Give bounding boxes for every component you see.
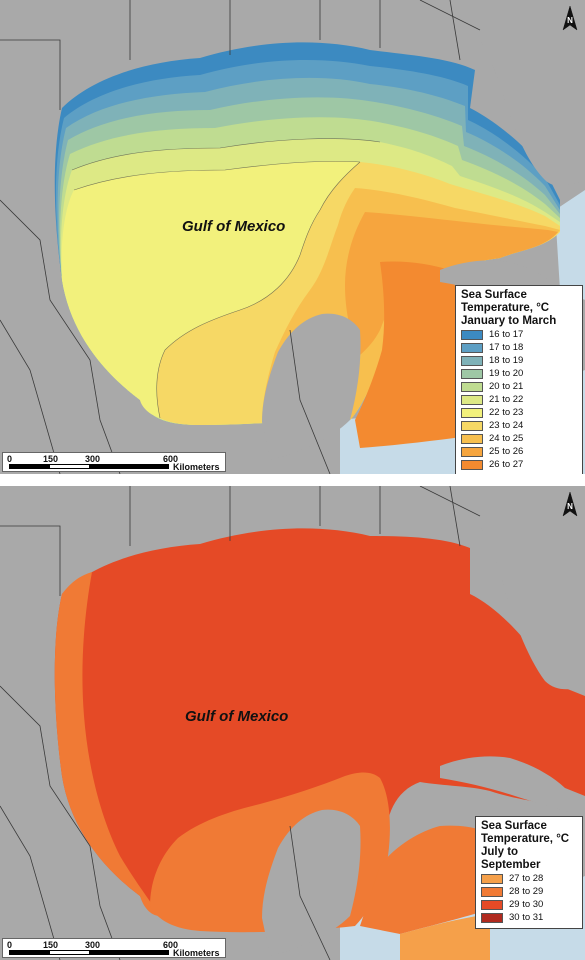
- isotherm-lines: [71, 138, 381, 419]
- legend-entry: 20 to 21: [461, 380, 577, 393]
- panel-divider: [0, 474, 585, 486]
- legend-items: 27 to 28 28 to 29 29 to 30 30 to 31: [481, 872, 577, 924]
- legend-swatch: [461, 420, 483, 431]
- sst-band-28-29: [360, 825, 500, 934]
- sst-band-25-26: [345, 212, 558, 355]
- legend-entry: 25 to 26: [461, 445, 577, 458]
- summer-sst-map: [0, 486, 585, 960]
- legend-label: 20 to 21: [489, 381, 524, 392]
- sst-band-22-23: [61, 161, 360, 419]
- sst-band-26-27: [355, 261, 478, 448]
- legend-label: 16 to 17: [489, 329, 524, 340]
- svg-text:N: N: [567, 502, 573, 511]
- legend-entry: 30 to 31: [481, 911, 577, 924]
- legend-label: 18 to 19: [489, 355, 524, 366]
- scale-bar-winter: 0 150 300 600 Kilometers: [2, 452, 226, 472]
- legend-label: 22 to 23: [489, 407, 524, 418]
- gulf-label-winter: Gulf of Mexico: [182, 218, 286, 235]
- sst-band-28-29: [54, 572, 160, 916]
- legend-label: 28 to 29: [509, 886, 544, 897]
- scale-unit: Kilometers: [173, 462, 220, 472]
- legend-swatch: [461, 381, 483, 392]
- florida-land: [470, 0, 585, 186]
- legend-entry: 17 to 18: [461, 341, 577, 354]
- legend-title-line: Temperature, °C: [461, 302, 550, 314]
- svg-text:N: N: [567, 16, 573, 25]
- legend-swatch: [461, 368, 483, 379]
- bahamas-shallow-water: [555, 190, 585, 300]
- legend-swatch: [461, 446, 483, 457]
- scale-bar-summer: 0 150 300 600 Kilometers: [2, 938, 226, 958]
- sst-band-29-30: [54, 528, 585, 921]
- legend-entry: 23 to 24: [461, 419, 577, 432]
- legend-winter: Sea Surface Temperature, °C January to M…: [455, 285, 583, 474]
- legend-title-line: Sea Surface: [481, 820, 547, 832]
- legend-label: 23 to 24: [489, 420, 524, 431]
- legend-items: 16 to 17 17 to 18 18 to 19 19 to 20 20 to 21…: [461, 328, 577, 471]
- scale-tick-label: 600: [163, 454, 179, 464]
- legend-entry: 24 to 25: [461, 432, 577, 445]
- legend-label: 27 to 28: [509, 873, 544, 884]
- winter-sst-map: [0, 0, 585, 474]
- legend-label: 24 to 25: [489, 433, 524, 444]
- legend-swatch: [461, 394, 483, 405]
- map-panel-winter: Gulf of Mexico N Sea Surface Temperature…: [0, 0, 585, 474]
- legend-label: 25 to 26: [489, 446, 524, 457]
- legend-label: 26 to 27: [489, 459, 524, 470]
- legend-swatch: [461, 355, 483, 366]
- yucatan-land: [262, 809, 361, 956]
- legend-entry: 22 to 23: [461, 406, 577, 419]
- legend-summer: Sea Surface Temperature, °C July to Sept…: [475, 816, 583, 929]
- legend-swatch: [461, 407, 483, 418]
- legend-swatch: [461, 433, 483, 444]
- cuba-land: [440, 756, 585, 816]
- legend-label: 19 to 20: [489, 368, 524, 379]
- scale-bar-graphic: [9, 464, 169, 469]
- legend-label: 17 to 18: [489, 342, 524, 353]
- legend-title-line: Sea Surface: [461, 289, 527, 301]
- scale-tick-label: 0: [7, 940, 13, 950]
- legend-entry: 27 to 28: [481, 872, 577, 885]
- legend-entry: 28 to 29: [481, 885, 577, 898]
- scale-tick-label: 150: [43, 940, 59, 950]
- legend-title-line: Temperature, °C: [481, 833, 570, 845]
- legend-swatch: [481, 873, 503, 884]
- north-arrow-icon: N: [561, 490, 579, 520]
- gulf-label-summer: Gulf of Mexico: [185, 708, 289, 725]
- legend-entry: 29 to 30: [481, 898, 577, 911]
- legend-swatch: [481, 899, 503, 910]
- legend-swatch: [481, 912, 503, 923]
- legend-entry: 16 to 17: [461, 328, 577, 341]
- legend-swatch: [461, 329, 483, 340]
- sst-band-27-28: [400, 914, 490, 960]
- scale-tick-label: 300: [85, 454, 101, 464]
- legend-label: 30 to 31: [509, 912, 544, 923]
- scale-tick-label: 300: [85, 940, 101, 950]
- legend-entry: 26 to 27: [461, 458, 577, 471]
- legend-entry: 19 to 20: [461, 367, 577, 380]
- legend-label: 29 to 30: [509, 899, 544, 910]
- legend-swatch: [461, 342, 483, 353]
- scale-bar-graphic: [9, 950, 169, 955]
- political-borders: [0, 486, 481, 960]
- map-panel-summer: Gulf of Mexico N Sea Surface Temperature…: [0, 486, 585, 960]
- legend-title-line: January to March: [461, 315, 557, 327]
- legend-label: 21 to 22: [489, 394, 524, 405]
- scale-tick-label: 0: [7, 454, 13, 464]
- scale-tick-label: 600: [163, 940, 179, 950]
- yucatan-land: [262, 313, 361, 460]
- legend-title-line: July to September: [481, 846, 541, 871]
- scale-unit: Kilometers: [173, 948, 220, 958]
- florida-land: [470, 486, 585, 690]
- political-borders: [0, 0, 481, 474]
- legend-swatch: [461, 459, 483, 470]
- north-arrow-icon: N: [561, 4, 579, 34]
- legend-entry: 21 to 22: [461, 393, 577, 406]
- legend-entry: 18 to 19: [461, 354, 577, 367]
- scale-tick-label: 150: [43, 454, 59, 464]
- legend-swatch: [481, 886, 503, 897]
